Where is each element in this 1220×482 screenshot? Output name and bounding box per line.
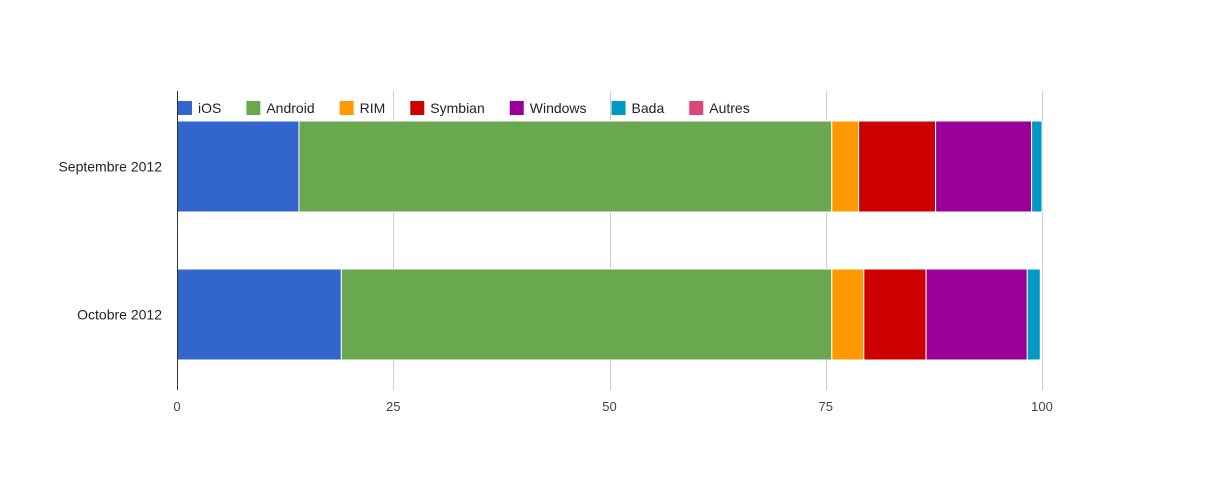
legend-label-windows: Windows <box>530 100 587 116</box>
legend-swatch-autres <box>689 101 704 115</box>
legend-label-android: Android <box>266 100 314 116</box>
bar-rim-1[interactable] <box>831 268 865 361</box>
x-tick-label-100: 100 <box>1031 399 1053 414</box>
category-label-0: Septembre 2012 <box>58 159 162 175</box>
bar-rim-0[interactable] <box>831 120 860 213</box>
x-tick-label-50: 50 <box>602 399 616 414</box>
legend-label-ios: iOS <box>198 100 221 116</box>
bar-bada-0[interactable] <box>1031 120 1043 213</box>
legend-label-rim: RIM <box>360 100 386 116</box>
bar-windows-0[interactable] <box>935 120 1033 213</box>
legend-swatch-android <box>246 101 261 115</box>
legend-item-bada[interactable]: Bada <box>611 100 665 116</box>
legend-item-symbian[interactable]: Symbian <box>410 100 485 116</box>
legend-item-rim[interactable]: RIM <box>339 100 386 116</box>
bar-android-0[interactable] <box>298 120 833 213</box>
legend-item-windows[interactable]: Windows <box>509 100 587 116</box>
legend-swatch-windows <box>509 101 524 115</box>
bar-windows-1[interactable] <box>925 268 1028 361</box>
legend-swatch-ios <box>178 101 192 115</box>
legend[interactable]: iOS Android RIM Symbian Windows Bada Autres <box>178 100 750 116</box>
legend-swatch-rim <box>339 101 354 115</box>
legend-label-autres: Autres <box>709 100 749 116</box>
bars <box>176 120 1043 361</box>
bar-symbian-0[interactable] <box>858 120 937 213</box>
x-axis-ticks: 0 25 50 75 100 <box>173 399 1052 414</box>
x-tick-label-0: 0 <box>173 399 180 414</box>
legend-label-bada: Bada <box>632 100 665 116</box>
bar-ios-1[interactable] <box>176 268 342 361</box>
bar-ios-0[interactable] <box>176 120 300 213</box>
bar-bada-1[interactable] <box>1026 268 1041 361</box>
bar-symbian-1[interactable] <box>863 268 927 361</box>
category-label-1: Octobre 2012 <box>77 307 162 323</box>
legend-swatch-symbian <box>410 101 425 115</box>
legend-label-symbian: Symbian <box>430 100 484 116</box>
x-tick-label-75: 75 <box>819 399 833 414</box>
category-labels: Septembre 2012 Octobre 2012 <box>58 159 162 323</box>
legend-item-android[interactable]: Android <box>246 100 315 116</box>
x-tick-label-25: 25 <box>386 399 400 414</box>
bar-android-1[interactable] <box>340 268 833 361</box>
legend-item-autres[interactable]: Autres <box>689 100 750 116</box>
legend-swatch-bada <box>611 101 626 115</box>
legend-item-ios[interactable]: iOS <box>178 100 221 116</box>
